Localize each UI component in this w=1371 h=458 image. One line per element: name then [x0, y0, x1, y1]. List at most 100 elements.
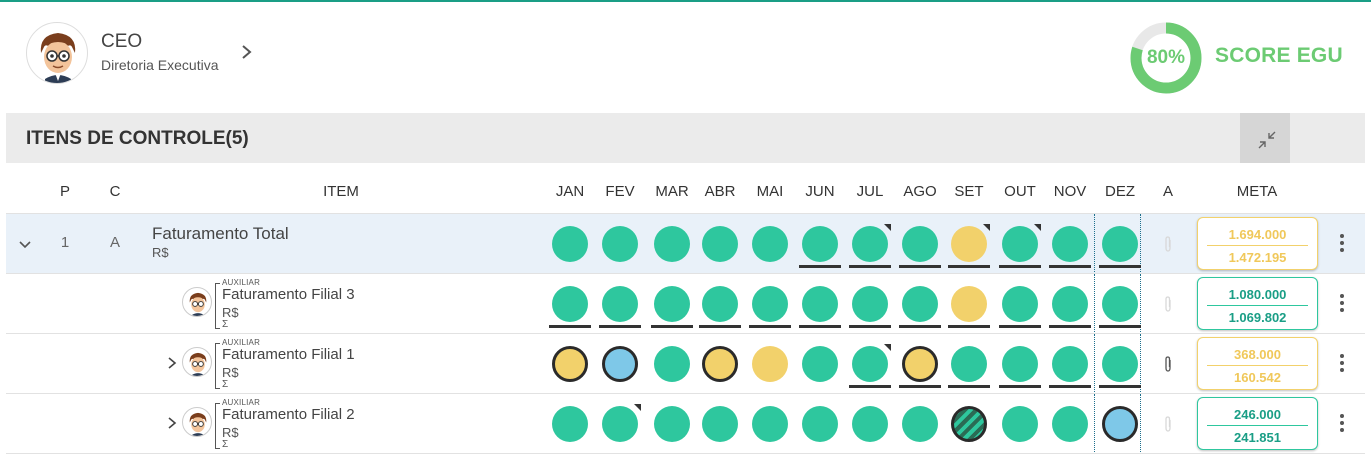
- meta-box[interactable]: 246.000 241.851: [1197, 397, 1318, 450]
- chevron-right-icon[interactable]: [166, 416, 178, 430]
- month-status-indicator[interactable]: [752, 226, 788, 262]
- month-status-indicator[interactable]: [1052, 286, 1088, 322]
- item-name[interactable]: Faturamento Filial 1: [222, 346, 355, 363]
- column-header-month[interactable]: OUT: [1004, 183, 1036, 200]
- column-header-item[interactable]: ITEM: [323, 183, 359, 200]
- month-status-indicator[interactable]: [602, 226, 638, 262]
- table-row[interactable]: AUXILIAR Faturamento Filial 3 R$ Σ 1.080…: [6, 273, 1365, 334]
- column-header-month[interactable]: FEV: [605, 183, 635, 200]
- section-header: ITENS DE CONTROLE(5): [6, 113, 1365, 163]
- more-vertical-icon[interactable]: [1335, 352, 1349, 374]
- month-status-indicator[interactable]: [752, 346, 788, 382]
- month-status-indicator[interactable]: [654, 226, 690, 262]
- month-status-indicator[interactable]: [852, 286, 888, 322]
- paperclip-icon[interactable]: [1163, 415, 1173, 433]
- month-status-indicator[interactable]: [1002, 226, 1038, 262]
- column-header-month[interactable]: MAR: [655, 183, 689, 200]
- month-status-indicator[interactable]: [752, 406, 788, 442]
- month-status-indicator[interactable]: [1052, 406, 1088, 442]
- month-status-indicator[interactable]: [654, 406, 690, 442]
- action-plan-underline: [948, 385, 990, 388]
- month-status-indicator[interactable]: [802, 406, 838, 442]
- month-status-indicator[interactable]: [951, 406, 987, 442]
- more-vertical-icon[interactable]: [1335, 232, 1349, 254]
- month-status-indicator[interactable]: [951, 286, 987, 322]
- month-status-indicator[interactable]: [654, 346, 690, 382]
- column-header-c[interactable]: C: [109, 183, 121, 200]
- paperclip-icon[interactable]: [1163, 295, 1173, 313]
- month-status-indicator[interactable]: [802, 226, 838, 262]
- item-name[interactable]: Faturamento Filial 3: [222, 286, 355, 303]
- month-status-indicator[interactable]: [602, 286, 638, 322]
- month-status-indicator[interactable]: [902, 346, 938, 382]
- month-status-indicator[interactable]: [852, 406, 888, 442]
- column-header-month[interactable]: JUL: [856, 183, 884, 200]
- meta-box[interactable]: 368.000 160.542: [1197, 337, 1318, 390]
- month-status-indicator[interactable]: [902, 226, 938, 262]
- more-vertical-icon[interactable]: [1335, 412, 1349, 434]
- month-status-indicator[interactable]: [902, 286, 938, 322]
- month-status-indicator[interactable]: [802, 286, 838, 322]
- collapse-button[interactable]: [1240, 113, 1290, 163]
- month-status-indicator[interactable]: [902, 406, 938, 442]
- meta-box[interactable]: 1.080.000 1.069.802: [1197, 277, 1318, 330]
- column-header-meta[interactable]: META: [1236, 183, 1278, 200]
- month-status-indicator[interactable]: [1102, 406, 1138, 442]
- month-status-indicator[interactable]: [1102, 286, 1138, 322]
- month-status-indicator[interactable]: [1052, 346, 1088, 382]
- month-status-indicator[interactable]: [1002, 346, 1038, 382]
- meta-box[interactable]: 1.694.000 1.472.195: [1197, 217, 1318, 270]
- column-header-a[interactable]: A: [1162, 183, 1174, 200]
- paperclip-icon[interactable]: [1163, 235, 1173, 253]
- month-status-indicator[interactable]: [702, 286, 738, 322]
- month-status-indicator[interactable]: [552, 226, 588, 262]
- table-row[interactable]: AUXILIAR Faturamento Filial 2 R$ Σ 246.0…: [6, 393, 1365, 454]
- chevron-down-icon[interactable]: [19, 238, 31, 252]
- avatar[interactable]: [26, 22, 88, 84]
- month-status-indicator[interactable]: [1002, 286, 1038, 322]
- item-unit: R$: [222, 425, 239, 440]
- month-status-indicator[interactable]: [552, 286, 588, 322]
- paperclip-icon[interactable]: [1163, 355, 1173, 373]
- current-month-guide: [1094, 274, 1095, 334]
- item-name[interactable]: Faturamento Total: [152, 224, 289, 243]
- action-plan-underline: [549, 325, 591, 328]
- month-status-indicator[interactable]: [702, 346, 738, 382]
- chevron-right-icon[interactable]: [166, 356, 178, 370]
- chevron-right-icon[interactable]: [240, 42, 254, 62]
- column-header-p[interactable]: P: [59, 183, 71, 200]
- column-header-month[interactable]: NOV: [1053, 183, 1087, 200]
- column-header-month[interactable]: JUN: [805, 183, 835, 200]
- month-status-indicator[interactable]: [552, 406, 588, 442]
- month-status-indicator[interactable]: [552, 346, 588, 382]
- month-status-indicator[interactable]: [752, 286, 788, 322]
- column-header-month[interactable]: MAI: [756, 183, 784, 200]
- item-name[interactable]: Faturamento Filial 2: [222, 406, 355, 423]
- more-vertical-icon[interactable]: [1335, 292, 1349, 314]
- month-status-indicator[interactable]: [951, 346, 987, 382]
- month-status-indicator[interactable]: [1052, 226, 1088, 262]
- more-options-button[interactable]: [1296, 113, 1334, 163]
- month-status-indicator[interactable]: [852, 346, 888, 382]
- month-status-indicator[interactable]: [1102, 346, 1138, 382]
- table-row[interactable]: 1 A Faturamento Total R$ 1.694.000 1.472.…: [6, 213, 1365, 274]
- class-value: A: [109, 234, 121, 251]
- current-month-guide: [1140, 394, 1141, 454]
- table-row[interactable]: AUXILIAR Faturamento Filial 1 R$ Σ 368.0…: [6, 333, 1365, 394]
- month-status-indicator[interactable]: [602, 406, 638, 442]
- month-status-indicator[interactable]: [702, 406, 738, 442]
- top-accent-line: [0, 0, 1371, 2]
- month-status-indicator[interactable]: [702, 226, 738, 262]
- month-status-indicator[interactable]: [802, 346, 838, 382]
- column-header-month[interactable]: DEZ: [1105, 183, 1135, 200]
- month-status-indicator[interactable]: [951, 226, 987, 262]
- month-status-indicator[interactable]: [602, 346, 638, 382]
- month-status-indicator[interactable]: [1002, 406, 1038, 442]
- month-status-indicator[interactable]: [1102, 226, 1138, 262]
- month-status-indicator[interactable]: [852, 226, 888, 262]
- column-header-month[interactable]: SET: [954, 183, 984, 200]
- column-header-month[interactable]: AGO: [903, 183, 937, 200]
- column-header-month[interactable]: JAN: [555, 183, 585, 200]
- month-status-indicator[interactable]: [654, 286, 690, 322]
- column-header-month[interactable]: ABR: [704, 183, 736, 200]
